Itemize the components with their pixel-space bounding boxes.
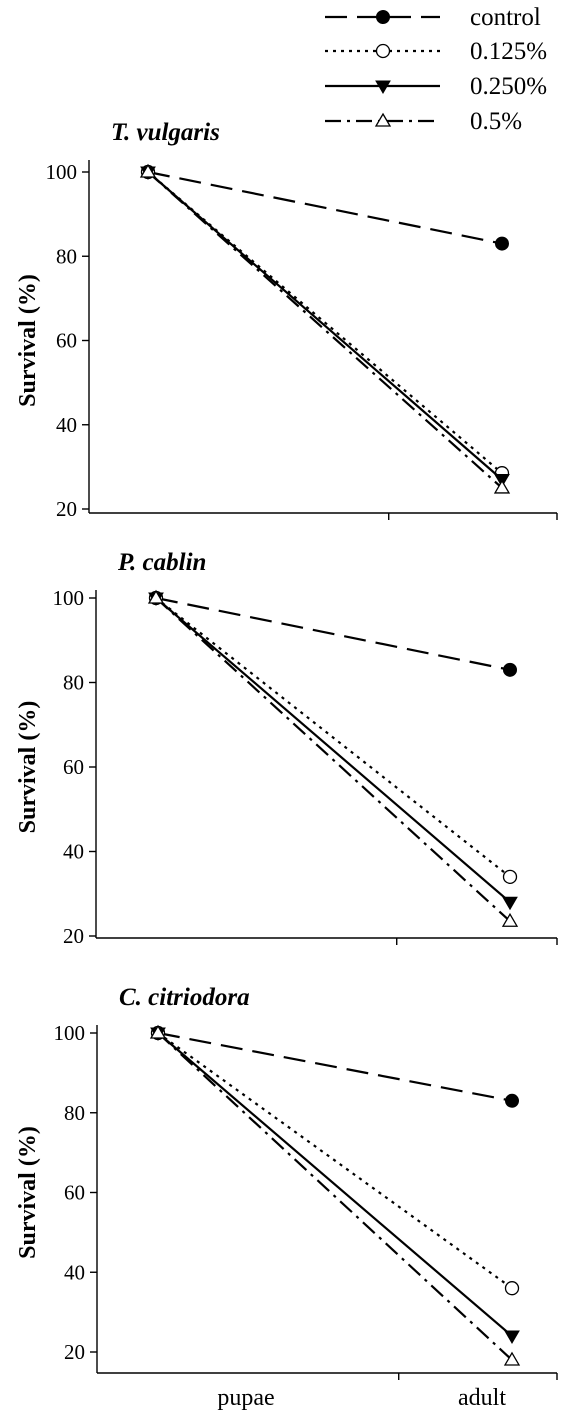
legend-marker-3 [375, 80, 391, 94]
series-line [155, 597, 511, 904]
legend-item-3: 0.250% [325, 73, 547, 100]
y-tick-label: 20 [63, 924, 84, 948]
y-tick-label: 60 [63, 755, 84, 779]
data-point-pupae [147, 589, 165, 604]
series-line [147, 171, 503, 481]
y-axis-label: Survival (%) [15, 1126, 41, 1259]
legend-item-1: control [325, 4, 541, 31]
series-1 [151, 1026, 519, 1108]
data-point-adult [503, 1351, 521, 1366]
legend: control 0.125% 0.250% 0.5% [325, 4, 547, 135]
series-line [155, 596, 511, 671]
series-1 [149, 591, 517, 677]
y-tick-label: 40 [64, 1260, 85, 1284]
legend-label-2: 0.125% [470, 38, 547, 65]
data-point-adult [493, 479, 511, 494]
series-2 [140, 164, 510, 481]
series-line [155, 597, 511, 878]
data-point-adult [502, 896, 518, 911]
y-tick-label: 60 [56, 329, 77, 353]
series-4 [139, 163, 511, 494]
y-tick-label: 40 [56, 413, 77, 437]
y-tick-label: 80 [63, 671, 84, 695]
data-point-adult [505, 1093, 519, 1108]
legend-item-2: 0.125% [325, 38, 547, 65]
chart-panel-2: P. cablin 20 40 60 80 100 Survival (%) [15, 549, 558, 948]
series-line [157, 1032, 513, 1337]
chart-title: T. vulgaris [111, 119, 220, 146]
series-line [157, 1032, 513, 1361]
y-axis-label: Survival (%) [15, 274, 41, 407]
data-point-adult [502, 869, 518, 884]
x-category-label: adult [458, 1385, 506, 1411]
legend-marker-1 [376, 10, 390, 24]
y-tick-label: 80 [56, 244, 77, 268]
data-point-adult [504, 1330, 520, 1345]
series-line [147, 171, 503, 489]
y-tick-label: 100 [46, 160, 78, 184]
y-tick-label: 40 [63, 840, 84, 864]
y-tick-label: 100 [54, 1021, 86, 1045]
legend-label-4: 0.5% [470, 108, 522, 135]
series-line [157, 1032, 513, 1290]
data-point-adult [504, 1281, 520, 1296]
legend-marker-2 [375, 43, 391, 59]
series-line [147, 171, 503, 475]
y-tick-label: 80 [64, 1101, 85, 1125]
series-3 [148, 592, 518, 911]
data-point-adult [495, 236, 509, 251]
data-point-pupae [139, 163, 157, 178]
legend-item-4: 0.5% [325, 108, 522, 135]
series-3 [150, 1027, 520, 1345]
y-tick-label: 20 [56, 497, 77, 521]
series-line [147, 170, 503, 245]
series-line [157, 1031, 513, 1102]
legend-label-3: 0.250% [470, 73, 547, 100]
y-tick-label: 60 [64, 1181, 85, 1205]
series-4 [147, 589, 519, 927]
y-tick-label: 20 [64, 1340, 85, 1364]
y-axis-label: Survival (%) [15, 701, 41, 834]
data-point-adult [501, 912, 519, 927]
series-2 [148, 590, 518, 884]
y-tick-label: 100 [53, 586, 85, 610]
chart-panel-3: C. citriodora 20 40 60 80 100 Survival (%) pupa… [15, 984, 558, 1411]
x-category-label: pupae [217, 1385, 274, 1411]
data-point-adult [503, 662, 517, 677]
chart-panel-1: T. vulgaris 20 40 60 80 100 Survival (%) [15, 119, 558, 521]
series-1 [141, 165, 509, 251]
series-4 [149, 1024, 521, 1366]
legend-marker-4 [374, 112, 392, 127]
legend-label-1: control [470, 4, 541, 31]
chart-title: P. cablin [117, 549, 206, 576]
data-point-pupae [149, 1024, 167, 1039]
series-line [155, 597, 511, 923]
chart-title: C. citriodora [119, 984, 250, 1011]
